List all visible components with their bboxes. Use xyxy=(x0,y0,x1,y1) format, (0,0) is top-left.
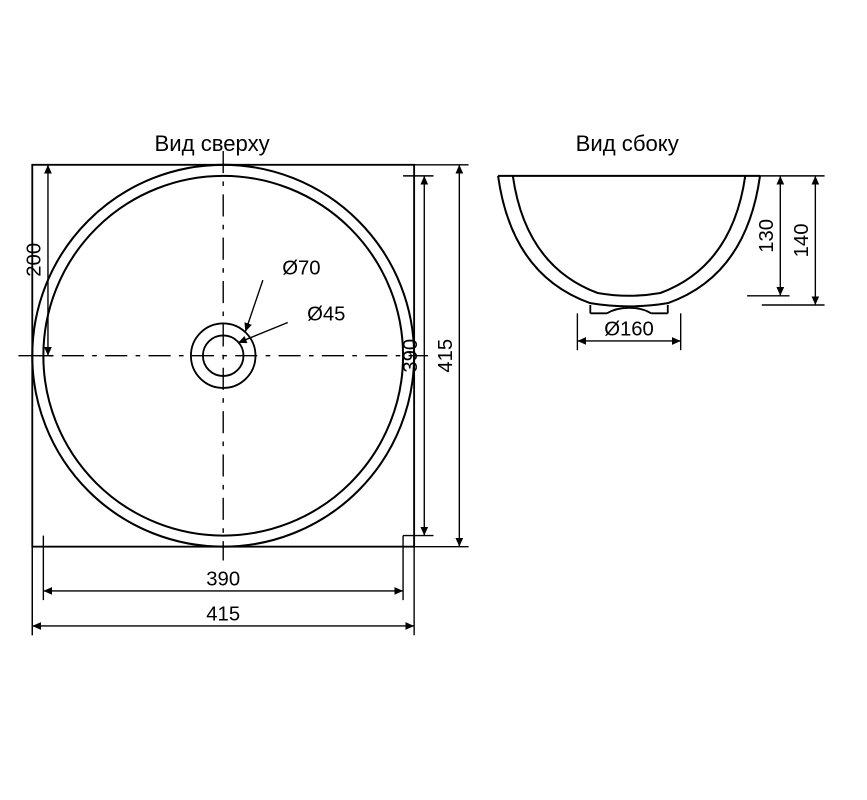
top-view-title: Вид сверху xyxy=(155,131,271,156)
dim-415-h: 415 xyxy=(32,603,414,626)
svg-text:390: 390 xyxy=(206,568,240,590)
svg-text:140: 140 xyxy=(791,224,813,258)
side-outer-arc xyxy=(498,176,760,307)
svg-text:390: 390 xyxy=(400,339,422,373)
top-view: Вид сверху xyxy=(18,131,468,635)
dim-d45: Ø45 xyxy=(238,304,346,343)
dim-390-v: 390 xyxy=(400,176,424,536)
dim-130: 130 xyxy=(756,176,780,296)
dim-140: 140 xyxy=(791,176,815,305)
svg-text:Ø160: Ø160 xyxy=(604,318,654,340)
svg-text:130: 130 xyxy=(756,219,778,253)
svg-text:Ø70: Ø70 xyxy=(282,258,320,280)
dim-200: 200 xyxy=(24,165,48,356)
svg-text:200: 200 xyxy=(24,243,46,277)
svg-text:Ø45: Ø45 xyxy=(307,304,345,326)
side-view-title: Вид сбоку xyxy=(576,131,680,156)
svg-text:415: 415 xyxy=(435,339,457,373)
dim-390-h: 390 xyxy=(43,568,403,591)
top-view-extensions xyxy=(32,165,468,635)
svg-text:415: 415 xyxy=(206,603,240,625)
side-view: Вид сбоку 130 xyxy=(498,131,825,350)
dim-d160: Ø160 xyxy=(577,318,680,341)
technical-drawing: Вид сверху xyxy=(0,0,867,800)
dim-415-v: 415 xyxy=(435,165,459,547)
